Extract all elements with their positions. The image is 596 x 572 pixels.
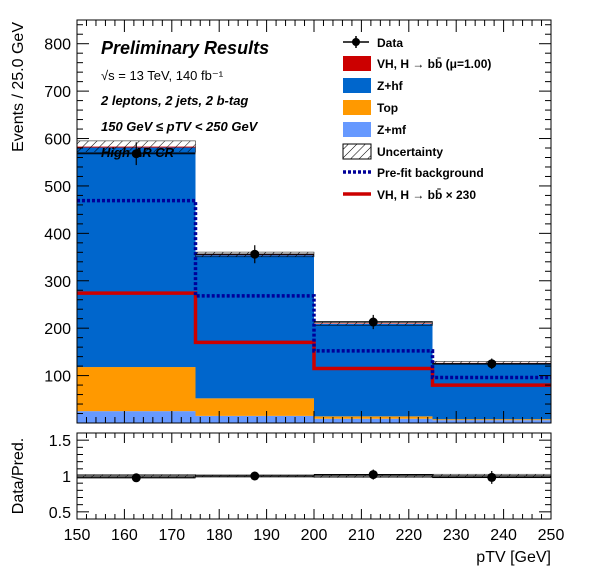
legend-item-top: Top (343, 100, 398, 115)
legend-item-zhf: Z+hf (343, 78, 404, 93)
prefit-background-line (77, 198, 551, 380)
stacked-histogram (77, 146, 551, 423)
legend-label-uncertainty: Uncertainty (377, 145, 443, 159)
main-axes: 100 200 300 400 500 600 700 800 (44, 20, 552, 423)
ratio-point (368, 470, 378, 480)
y-tick-label: 800 (44, 37, 71, 54)
y-tick-label: 700 (44, 84, 71, 101)
y-tick-label: 200 (44, 321, 71, 338)
ratio-y-tick-label: 1.5 (49, 433, 71, 450)
ratio-y-tick-label: 1 (62, 469, 71, 486)
ratio-axes: 0.5 1 1.5 150 160 170 180 190 200 210 220 230 240 250 (49, 433, 565, 544)
ratio-y-tick-label: 0.5 (49, 505, 71, 522)
data-point (487, 359, 497, 369)
x-tick-label: 200 (301, 527, 328, 544)
legend-item-data: Data (343, 36, 403, 50)
stack-bar-z-mf (314, 418, 433, 423)
x-tick-label: 220 (395, 527, 422, 544)
legend-label-signal-scaled: VH, H → bb̄ × 230 (377, 188, 476, 202)
data-point (250, 249, 260, 259)
stack-bar-z-mf (195, 415, 314, 423)
x-tick-label: 250 (538, 527, 565, 544)
ratio-point (131, 473, 141, 483)
legend-item-prefit: Pre-fit background (343, 166, 484, 180)
x-tick-label: 230 (443, 527, 470, 544)
legend-item-uncertainty: Uncertainty (342, 143, 443, 160)
stack-bar-top (195, 398, 314, 416)
data-point (131, 149, 141, 159)
y-tick-label: 100 (44, 369, 71, 386)
x-tick-label: 170 (158, 527, 185, 544)
legend-item-signal-scaled: VH, H → bb̄ × 230 (343, 188, 476, 202)
energy-lumi-label: √s = 13 TeV, 140 fb⁻¹ (101, 68, 224, 83)
data-point (368, 317, 378, 327)
y-tick-label: 500 (44, 179, 71, 196)
legend-item-zmf: Z+mf (343, 122, 407, 137)
legend-label-zhf: Z+hf (377, 79, 404, 93)
ratio-point (250, 471, 260, 481)
y-tick-label: 600 (44, 132, 71, 149)
legend-label-data: Data (377, 36, 403, 50)
y-tick-label: 300 (44, 274, 71, 291)
ratio-y-axis-label: Data/Pred. (10, 438, 27, 514)
legend-item-signal: VH, H → bb̄ (μ=1.00) (343, 56, 491, 71)
region-label-dr: High ΔR CR (101, 145, 175, 160)
main-panel: 100 200 300 400 500 600 700 800 Preliminary Res… (10, 19, 552, 424)
stack-bar-z-mf (432, 420, 551, 423)
chart-title: Preliminary Results (101, 38, 269, 58)
x-tick-label: 240 (490, 527, 517, 544)
stack-bar-top (314, 416, 433, 419)
x-tick-label: 160 (111, 527, 138, 544)
x-tick-label: 190 (253, 527, 280, 544)
stack-bar-z-hf (195, 255, 314, 399)
stack-bar-top (77, 367, 196, 412)
overlay-lines (77, 198, 551, 387)
region-label-leptons: 2 leptons, 2 jets, 2 b-tag (100, 93, 248, 108)
x-axis-label: pTV [GeV] (476, 549, 551, 566)
ratio-data-points (77, 469, 551, 484)
stack-bar-z-hf (432, 363, 551, 420)
y-tick-label: 400 (44, 226, 71, 243)
legend: Data VH, H → bb̄ (μ=1.00) Z+hf Top Z+mf … (342, 36, 491, 202)
ratio-panel: 0.5 1 1.5 150 160 170 180 190 200 210 220 230 240 250… (10, 432, 565, 544)
data-points (77, 142, 551, 369)
x-tick-label: 180 (206, 527, 233, 544)
y-axis-label: Events / 25.0 GeV (10, 22, 27, 152)
x-tick-label: 150 (64, 527, 91, 544)
stack-bar-z-mf (77, 411, 196, 423)
legend-label-zmf: Z+mf (377, 123, 407, 137)
ratio-point (487, 472, 497, 482)
signal-scaled-line (77, 291, 551, 387)
stack-bar-top (432, 419, 551, 421)
legend-label-top: Top (377, 101, 398, 115)
stack-bar-z-hf (77, 147, 196, 368)
x-tick-label: 210 (348, 527, 375, 544)
region-label-ptv: 150 GeV ≤ pTV < 250 GeV (101, 119, 259, 134)
legend-label-prefit: Pre-fit background (377, 166, 484, 180)
legend-label-signal: VH, H → bb̄ (μ=1.00) (377, 57, 491, 71)
